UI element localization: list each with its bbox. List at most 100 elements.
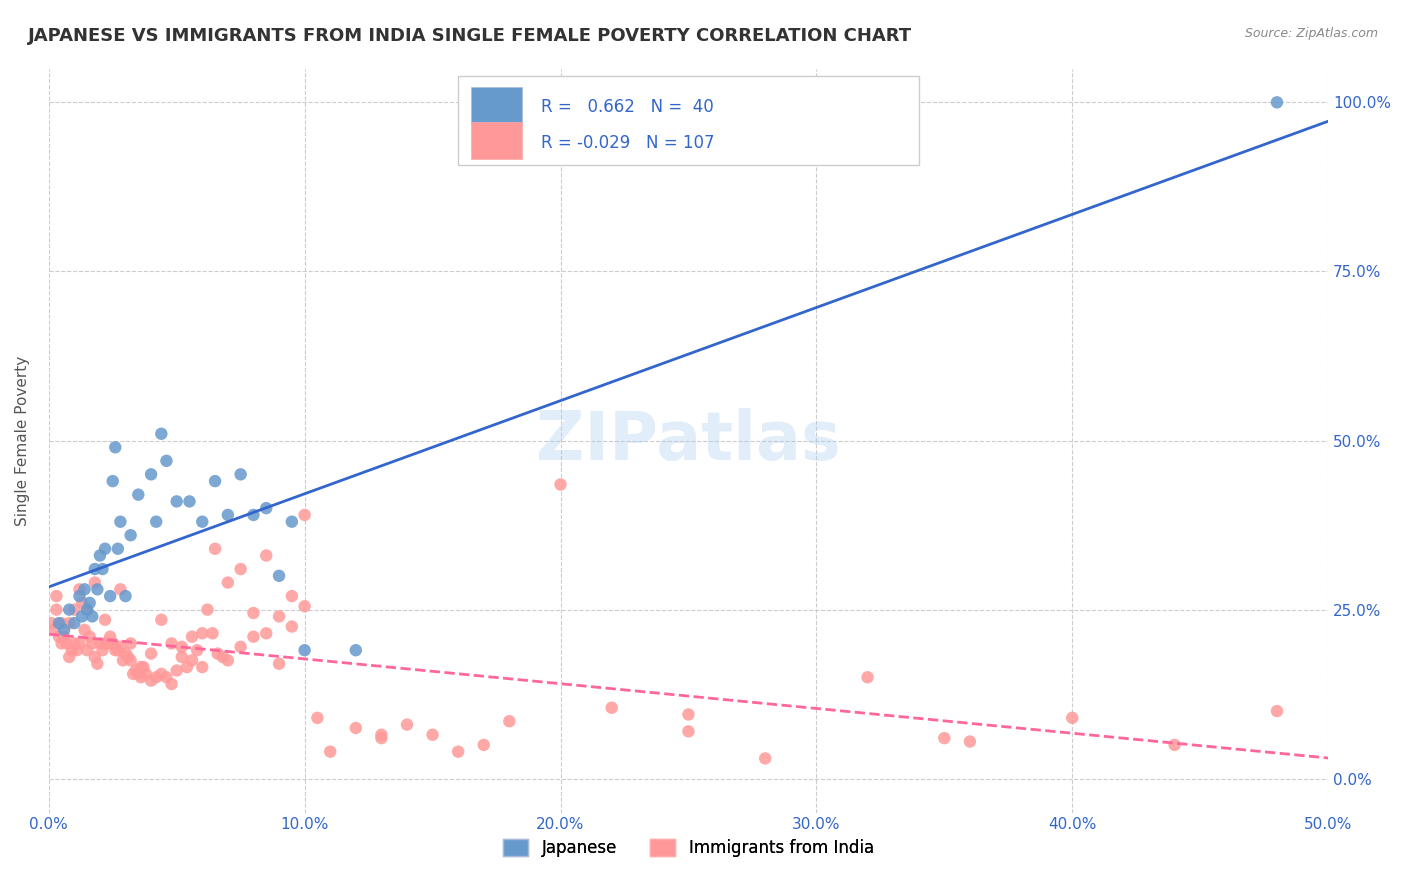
Point <box>197 602 219 616</box>
Point <box>211 650 233 665</box>
Point <box>395 717 418 731</box>
Point <box>139 467 162 482</box>
Point <box>79 596 101 610</box>
Point <box>132 660 155 674</box>
Point <box>48 630 70 644</box>
Point <box>110 582 132 597</box>
Point <box>370 728 392 742</box>
Point <box>107 541 129 556</box>
Point <box>319 745 342 759</box>
Point <box>170 650 193 665</box>
Point <box>76 602 98 616</box>
Point <box>254 626 277 640</box>
Point <box>125 664 148 678</box>
FancyBboxPatch shape <box>458 76 918 165</box>
Point <box>139 647 162 661</box>
Point <box>254 549 277 563</box>
Point <box>101 636 124 650</box>
Point <box>181 653 204 667</box>
Point <box>150 426 173 441</box>
Point <box>70 596 93 610</box>
Text: JAPANESE VS IMMIGRANTS FROM INDIA SINGLE FEMALE POVERTY CORRELATION CHART: JAPANESE VS IMMIGRANTS FROM INDIA SINGLE… <box>28 27 912 45</box>
Point <box>110 640 132 654</box>
Point <box>170 640 193 654</box>
Point <box>91 643 114 657</box>
Point <box>97 636 120 650</box>
Point <box>191 660 214 674</box>
Point <box>70 609 93 624</box>
Point <box>201 626 224 640</box>
Point <box>79 630 101 644</box>
Point <box>73 582 96 597</box>
Point <box>166 494 188 508</box>
Point <box>150 613 173 627</box>
Point <box>678 707 700 722</box>
Point <box>98 630 121 644</box>
Point <box>101 636 124 650</box>
Point <box>98 589 121 603</box>
Y-axis label: Single Female Poverty: Single Female Poverty <box>15 355 30 525</box>
Point <box>51 616 73 631</box>
Point <box>45 589 67 603</box>
Point <box>69 589 91 603</box>
Point <box>127 666 149 681</box>
Point <box>69 636 91 650</box>
Point <box>76 643 98 657</box>
Point <box>120 636 142 650</box>
Point <box>181 630 204 644</box>
Point <box>135 666 157 681</box>
Point <box>550 477 572 491</box>
Point <box>204 474 226 488</box>
Point <box>267 569 290 583</box>
Point <box>69 582 91 597</box>
Point <box>82 609 104 624</box>
Point <box>186 643 208 657</box>
Point <box>217 653 239 667</box>
Point <box>229 467 252 482</box>
Text: R = -0.029   N = 107: R = -0.029 N = 107 <box>541 134 714 152</box>
Point <box>114 589 136 603</box>
Point <box>856 670 879 684</box>
Point <box>242 508 264 522</box>
Point <box>160 636 183 650</box>
Point <box>934 731 956 746</box>
Point <box>58 650 80 665</box>
Point <box>83 575 105 590</box>
Point <box>73 623 96 637</box>
Point <box>83 562 105 576</box>
Point <box>191 626 214 640</box>
Point <box>191 515 214 529</box>
Point <box>145 515 167 529</box>
Point <box>94 636 117 650</box>
Point <box>344 643 367 657</box>
Point <box>472 738 495 752</box>
Point <box>82 636 104 650</box>
Point <box>294 599 316 614</box>
Point <box>242 606 264 620</box>
Point <box>150 666 173 681</box>
Point <box>55 636 77 650</box>
Point <box>48 616 70 631</box>
Point <box>94 541 117 556</box>
Point <box>1163 738 1185 752</box>
Point <box>422 728 444 742</box>
Point <box>45 602 67 616</box>
Text: Source: ZipAtlas.com: Source: ZipAtlas.com <box>1244 27 1378 40</box>
Point <box>58 616 80 631</box>
Point <box>104 440 127 454</box>
Text: ZIPatlas: ZIPatlas <box>536 408 841 474</box>
Point <box>114 647 136 661</box>
FancyBboxPatch shape <box>471 122 522 160</box>
Point <box>42 623 65 637</box>
Point <box>229 562 252 576</box>
Point <box>370 731 392 746</box>
Point <box>307 711 329 725</box>
Point <box>155 670 177 684</box>
Point <box>53 623 76 637</box>
Point <box>1265 95 1288 110</box>
Point <box>207 647 229 661</box>
Point <box>117 650 139 665</box>
Point <box>76 602 98 616</box>
Point <box>179 494 201 508</box>
Point <box>600 700 623 714</box>
